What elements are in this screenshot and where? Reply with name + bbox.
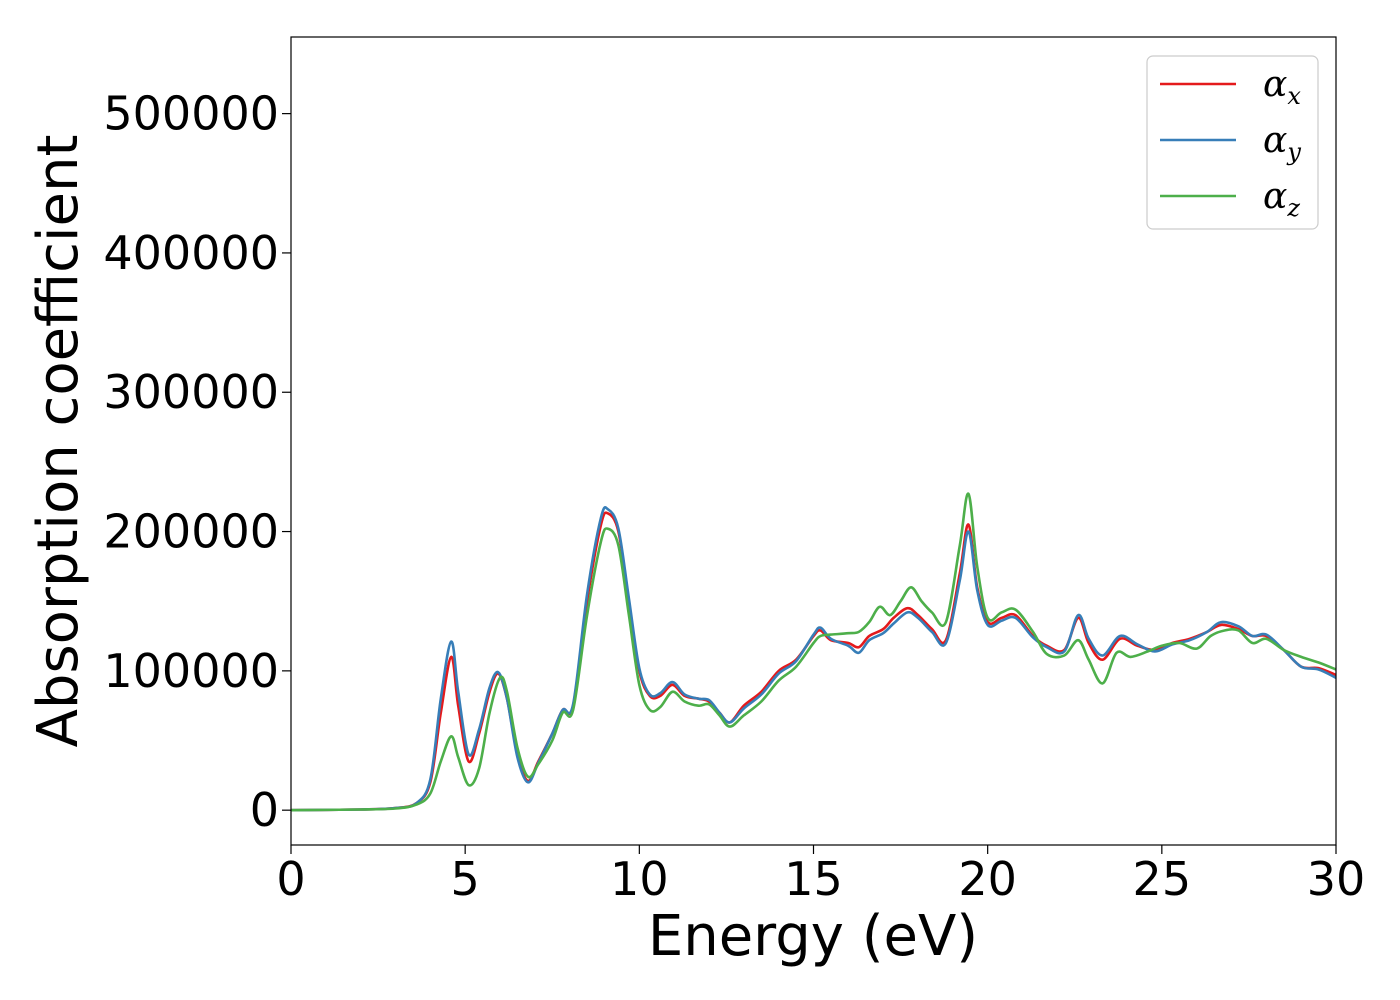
series-line-x xyxy=(291,511,1336,812)
y-tick-label: 0 xyxy=(250,783,279,837)
x-tick-label: 20 xyxy=(958,852,1017,906)
legend-label-z: αz xyxy=(1263,176,1300,222)
x-tick-label: 25 xyxy=(1133,852,1192,906)
legend-box xyxy=(1146,55,1319,230)
legend-label-main: α xyxy=(1263,64,1287,105)
y-axis-title: Absorption coefficient xyxy=(26,135,91,748)
y-tick-label: 100000 xyxy=(103,644,279,698)
x-axis-ticks: 0 5 10 15 20 25 30 xyxy=(276,845,1365,906)
x-tick-label: 5 xyxy=(451,852,480,906)
legend-label-main: α xyxy=(1263,176,1287,217)
x-axis-title: Energy (eV) xyxy=(648,904,978,969)
legend-label-main: α xyxy=(1263,120,1287,161)
y-axis-ticks: 0 100000 200000 300000 400000 500000 xyxy=(103,87,291,837)
series-line-y xyxy=(291,506,1336,812)
y-tick-label: 200000 xyxy=(103,505,279,559)
legend-label-sub: x xyxy=(1287,82,1301,110)
y-tick-label: 400000 xyxy=(103,226,279,280)
legend-label-sub: y xyxy=(1286,138,1301,166)
x-tick-label: 10 xyxy=(610,852,669,906)
x-tick-label: 0 xyxy=(276,852,305,906)
x-tick-label: 30 xyxy=(1307,852,1366,906)
legend-label-sub: z xyxy=(1286,194,1300,222)
y-tick-label: 500000 xyxy=(103,87,279,141)
series-line-z xyxy=(291,492,1336,812)
legend-label-y: αy xyxy=(1263,120,1301,166)
x-tick-label: 15 xyxy=(784,852,843,906)
series-layer xyxy=(291,492,1336,812)
legend-label-x: αx xyxy=(1263,64,1301,110)
y-tick-label: 300000 xyxy=(103,365,279,419)
